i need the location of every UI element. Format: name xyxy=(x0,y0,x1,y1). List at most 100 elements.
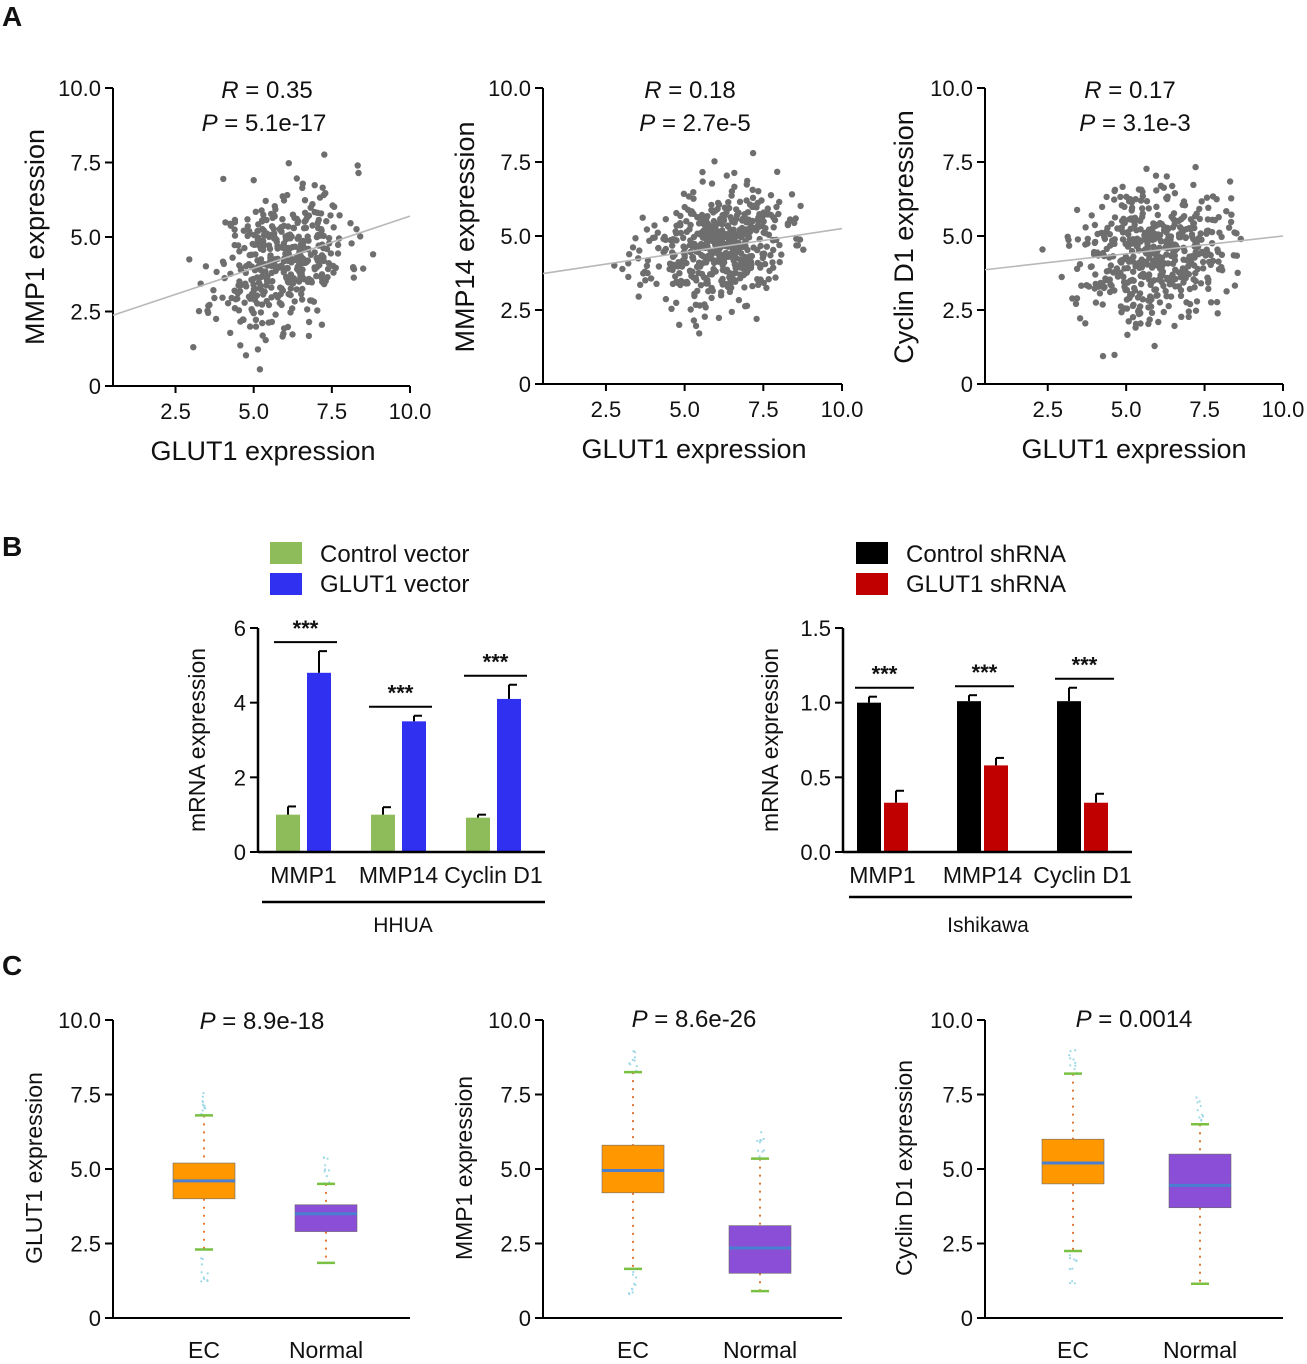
scatter-point xyxy=(1192,307,1200,314)
scatter-chart-mmp14: 0 2.5 5.0 7.5 10.0 2.5 5.0 7.5 10.0 MMP14 expre… xyxy=(450,76,863,464)
scatter-point xyxy=(1231,282,1239,289)
scatter-point xyxy=(219,294,226,301)
scatter-point xyxy=(797,202,804,210)
stat-p-value: = 8.9e-18 xyxy=(216,1008,325,1035)
scatter-point xyxy=(290,224,297,231)
outlier-point xyxy=(200,1271,203,1274)
scatter-point xyxy=(690,317,698,324)
scatter-point xyxy=(756,261,764,268)
scatter-point xyxy=(1200,265,1207,272)
scatter-point xyxy=(300,225,308,232)
bar-mmp14-series-1 xyxy=(984,765,1008,852)
scatter-point xyxy=(259,332,266,339)
scatter-point xyxy=(1188,259,1195,266)
scatter-point xyxy=(1076,315,1084,322)
scatter-point xyxy=(1148,309,1156,316)
scatter-point xyxy=(728,188,736,195)
scatter-point xyxy=(749,282,756,290)
scatter-point xyxy=(1215,258,1222,265)
scatter-point xyxy=(226,220,234,227)
stat-p-value: = 5.1e-17 xyxy=(218,110,327,137)
scatter-point xyxy=(704,277,711,284)
scatter-point xyxy=(662,295,670,303)
scatter-point xyxy=(287,285,294,292)
scatter-point xyxy=(334,241,342,248)
stat-p: P = 0.0014 xyxy=(1076,1006,1193,1033)
scatter-point xyxy=(757,242,764,250)
scatter-point xyxy=(299,285,306,293)
y-axis-label: MMP1 expression xyxy=(451,1076,477,1260)
scatter-point xyxy=(723,172,730,179)
x-tick-label: 5.0 xyxy=(1111,397,1142,422)
scatter-point xyxy=(257,256,265,263)
scatter-point xyxy=(252,208,259,215)
outlier-point xyxy=(1200,1118,1203,1121)
y-tick-label: 10.0 xyxy=(488,1008,531,1033)
scatter-point xyxy=(1156,299,1164,306)
stat-p: P = 8.9e-18 xyxy=(200,1008,325,1035)
scatter-point xyxy=(690,195,697,202)
scatter-point xyxy=(357,233,364,240)
scatter-point xyxy=(672,228,679,235)
scatter-point xyxy=(254,300,261,307)
scatter-point xyxy=(745,216,752,223)
scatter-point xyxy=(1213,298,1221,306)
scatter-point xyxy=(742,243,749,250)
scatter-point xyxy=(320,191,328,199)
category-labels: EC Normal xyxy=(617,1337,797,1363)
scatter-point xyxy=(735,296,743,304)
scatter-point xyxy=(1103,276,1110,284)
scatter-point xyxy=(318,257,326,264)
scatter-point xyxy=(1113,265,1121,272)
scatter-point xyxy=(1091,239,1099,247)
x-ticks: 2.5 5.0 7.5 10.0 xyxy=(591,384,863,422)
outlier-point xyxy=(323,1168,327,1171)
scatter-point xyxy=(1111,186,1119,193)
box-normal xyxy=(1168,1153,1232,1209)
scatter-point xyxy=(1103,268,1111,275)
scatter-point xyxy=(272,311,279,318)
scatter-point xyxy=(773,203,780,211)
scatter-point xyxy=(1072,300,1080,307)
scatter-point xyxy=(731,230,738,238)
y-tick-label: 2 xyxy=(234,765,246,790)
scatter-point xyxy=(250,310,257,317)
panel-label-b: B xyxy=(2,531,22,562)
scatter-point xyxy=(241,244,248,252)
scatter-point xyxy=(250,281,257,288)
scatter-point xyxy=(347,220,354,227)
y-tick-label: 10.0 xyxy=(58,76,101,101)
scatter-point xyxy=(274,294,281,301)
scatter-point xyxy=(1153,262,1161,269)
scatter-point xyxy=(1111,214,1119,221)
scatter-point xyxy=(1143,165,1150,172)
scatter-point xyxy=(324,274,331,281)
scatter-point xyxy=(655,263,663,270)
y-ticks: 0 2.5 5.0 7.5 10.0 xyxy=(488,76,543,397)
scatter-point xyxy=(284,191,291,199)
outlier-point xyxy=(1069,1064,1072,1067)
box-marks xyxy=(601,1050,792,1296)
scatter-point xyxy=(775,210,782,218)
outlier-point xyxy=(200,1280,203,1283)
outlier-point xyxy=(204,1107,207,1110)
scatter-point xyxy=(1039,246,1046,253)
scatter-point xyxy=(1185,308,1193,315)
outlier-point xyxy=(202,1276,205,1279)
scatter-point xyxy=(1117,193,1124,201)
scatter-point xyxy=(724,231,732,238)
scatter-point xyxy=(1145,276,1153,283)
scatter-point xyxy=(298,270,305,277)
scatter-point xyxy=(232,296,239,303)
scatter-point xyxy=(1125,318,1132,325)
scatter-point xyxy=(1187,216,1195,223)
outlier-point xyxy=(1069,1049,1072,1053)
outlier-point xyxy=(631,1058,634,1062)
outlier-point xyxy=(1068,1267,1071,1271)
scatter-point xyxy=(699,168,706,176)
outlier-point xyxy=(1072,1058,1075,1061)
scatter-point xyxy=(330,269,337,276)
bar-mmp14-series-0 xyxy=(371,814,395,852)
scatter-point xyxy=(711,158,718,165)
scatter-point xyxy=(237,342,244,349)
